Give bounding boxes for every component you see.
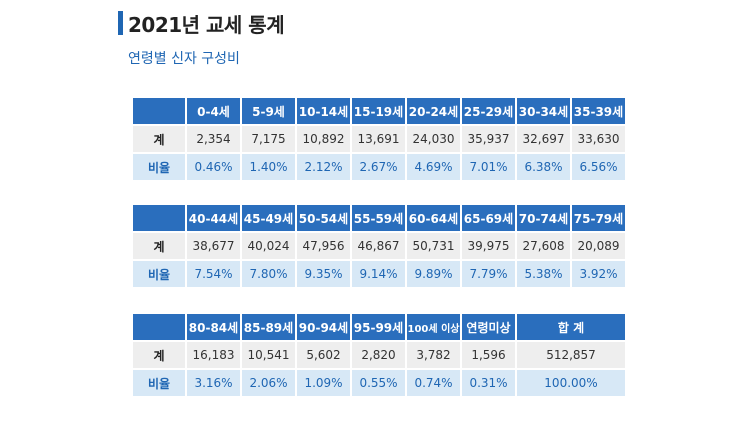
count-cell: 10,541 [242,342,295,368]
rate-cell: 0.74% [407,370,460,396]
rate-cell: 6.38% [517,154,570,180]
age-header: 10-14세 [297,98,350,124]
header-row: 80-84세 85-89세 90-94세 95-99세 100세 이상 연령미상… [133,314,625,340]
count-cell: 3,782 [407,342,460,368]
age-header: 100세 이상 [407,314,460,340]
age-header: 45-49세 [242,205,295,231]
count-row-label: 계 [133,342,185,368]
rate-row: 비율 0.46% 1.40% 2.12% 2.67% 4.69% 7.01% 6… [133,154,625,180]
count-cell: 2,354 [187,126,240,152]
title-accent-bar [118,11,123,35]
count-row: 계 38,677 40,024 47,956 46,867 50,731 39,… [133,233,625,259]
age-header: 40-44세 [187,205,240,231]
rate-cell: 1.40% [242,154,295,180]
count-cell: 1,596 [462,342,515,368]
age-header: 35-39세 [572,98,625,124]
count-cell: 2,820 [352,342,405,368]
count-cell: 40,024 [242,233,295,259]
rate-row-label: 비율 [133,261,185,287]
age-header: 55-59세 [352,205,405,231]
count-cell: 27,608 [517,233,570,259]
rate-cell: 2.67% [352,154,405,180]
count-cell: 35,937 [462,126,515,152]
rate-cell: 3.92% [572,261,625,287]
age-header: 15-19세 [352,98,405,124]
rate-cell: 7.80% [242,261,295,287]
stats-table-2: 40-44세 45-49세 50-54세 55-59세 60-64세 65-69… [131,203,627,289]
rate-cell: 4.69% [407,154,460,180]
count-cell: 5,602 [297,342,350,368]
count-cell: 13,691 [352,126,405,152]
count-cell: 32,697 [517,126,570,152]
count-row: 계 2,354 7,175 10,892 13,691 24,030 35,93… [133,126,625,152]
header-row: 0-4세 5-9세 10-14세 15-19세 20-24세 25-29세 30… [133,98,625,124]
rate-cell: 1.09% [297,370,350,396]
age-header: 0-4세 [187,98,240,124]
rate-row: 비율 3.16% 2.06% 1.09% 0.55% 0.74% 0.31% 1… [133,370,625,396]
count-cell: 10,892 [297,126,350,152]
count-cell: 39,975 [462,233,515,259]
rate-row-label: 비율 [133,370,185,396]
page-title: 2021년 교세 통계 [128,13,285,37]
age-header: 60-64세 [407,205,460,231]
age-header: 65-69세 [462,205,515,231]
header-corner [133,314,185,340]
rate-cell: 3.16% [187,370,240,396]
age-header: 90-94세 [297,314,350,340]
count-row-label: 계 [133,233,185,259]
rate-cell: 0.46% [187,154,240,180]
age-header: 연령미상 [462,314,515,340]
count-cell: 20,089 [572,233,625,259]
count-cell: 24,030 [407,126,460,152]
rate-cell: 7.54% [187,261,240,287]
rate-cell: 9.89% [407,261,460,287]
rate-cell: 7.79% [462,261,515,287]
age-header: 20-24세 [407,98,460,124]
age-header: 75-79세 [572,205,625,231]
count-cell: 46,867 [352,233,405,259]
rate-cell: 6.56% [572,154,625,180]
age-header: 80-84세 [187,314,240,340]
rate-cell: 9.14% [352,261,405,287]
rate-cell: 9.35% [297,261,350,287]
rate-cell: 0.55% [352,370,405,396]
age-header: 30-34세 [517,98,570,124]
rate-cell: 7.01% [462,154,515,180]
header-row: 40-44세 45-49세 50-54세 55-59세 60-64세 65-69… [133,205,625,231]
rate-cell: 2.12% [297,154,350,180]
stats-table-1: 0-4세 5-9세 10-14세 15-19세 20-24세 25-29세 30… [131,96,627,182]
count-cell: 38,677 [187,233,240,259]
count-cell: 16,183 [187,342,240,368]
total-header: 합 계 [517,314,625,340]
rate-cell: 5.38% [517,261,570,287]
age-header: 85-89세 [242,314,295,340]
age-header: 25-29세 [462,98,515,124]
rate-cell: 0.31% [462,370,515,396]
age-header: 95-99세 [352,314,405,340]
age-header: 50-54세 [297,205,350,231]
header-corner [133,205,185,231]
rate-cell: 2.06% [242,370,295,396]
rate-row: 비율 7.54% 7.80% 9.35% 9.14% 9.89% 7.79% 5… [133,261,625,287]
total-count-cell: 512,857 [517,342,625,368]
header-corner [133,98,185,124]
count-cell: 7,175 [242,126,295,152]
age-header: 70-74세 [517,205,570,231]
count-cell: 47,956 [297,233,350,259]
page-subtitle: 연령별 신자 구성비 [128,51,240,67]
count-cell: 33,630 [572,126,625,152]
rate-row-label: 비율 [133,154,185,180]
count-row-label: 계 [133,126,185,152]
stats-table-3: 80-84세 85-89세 90-94세 95-99세 100세 이상 연령미상… [131,312,627,398]
count-cell: 50,731 [407,233,460,259]
count-row: 계 16,183 10,541 5,602 2,820 3,782 1,596 … [133,342,625,368]
age-header: 5-9세 [242,98,295,124]
total-rate-cell: 100.00% [517,370,625,396]
